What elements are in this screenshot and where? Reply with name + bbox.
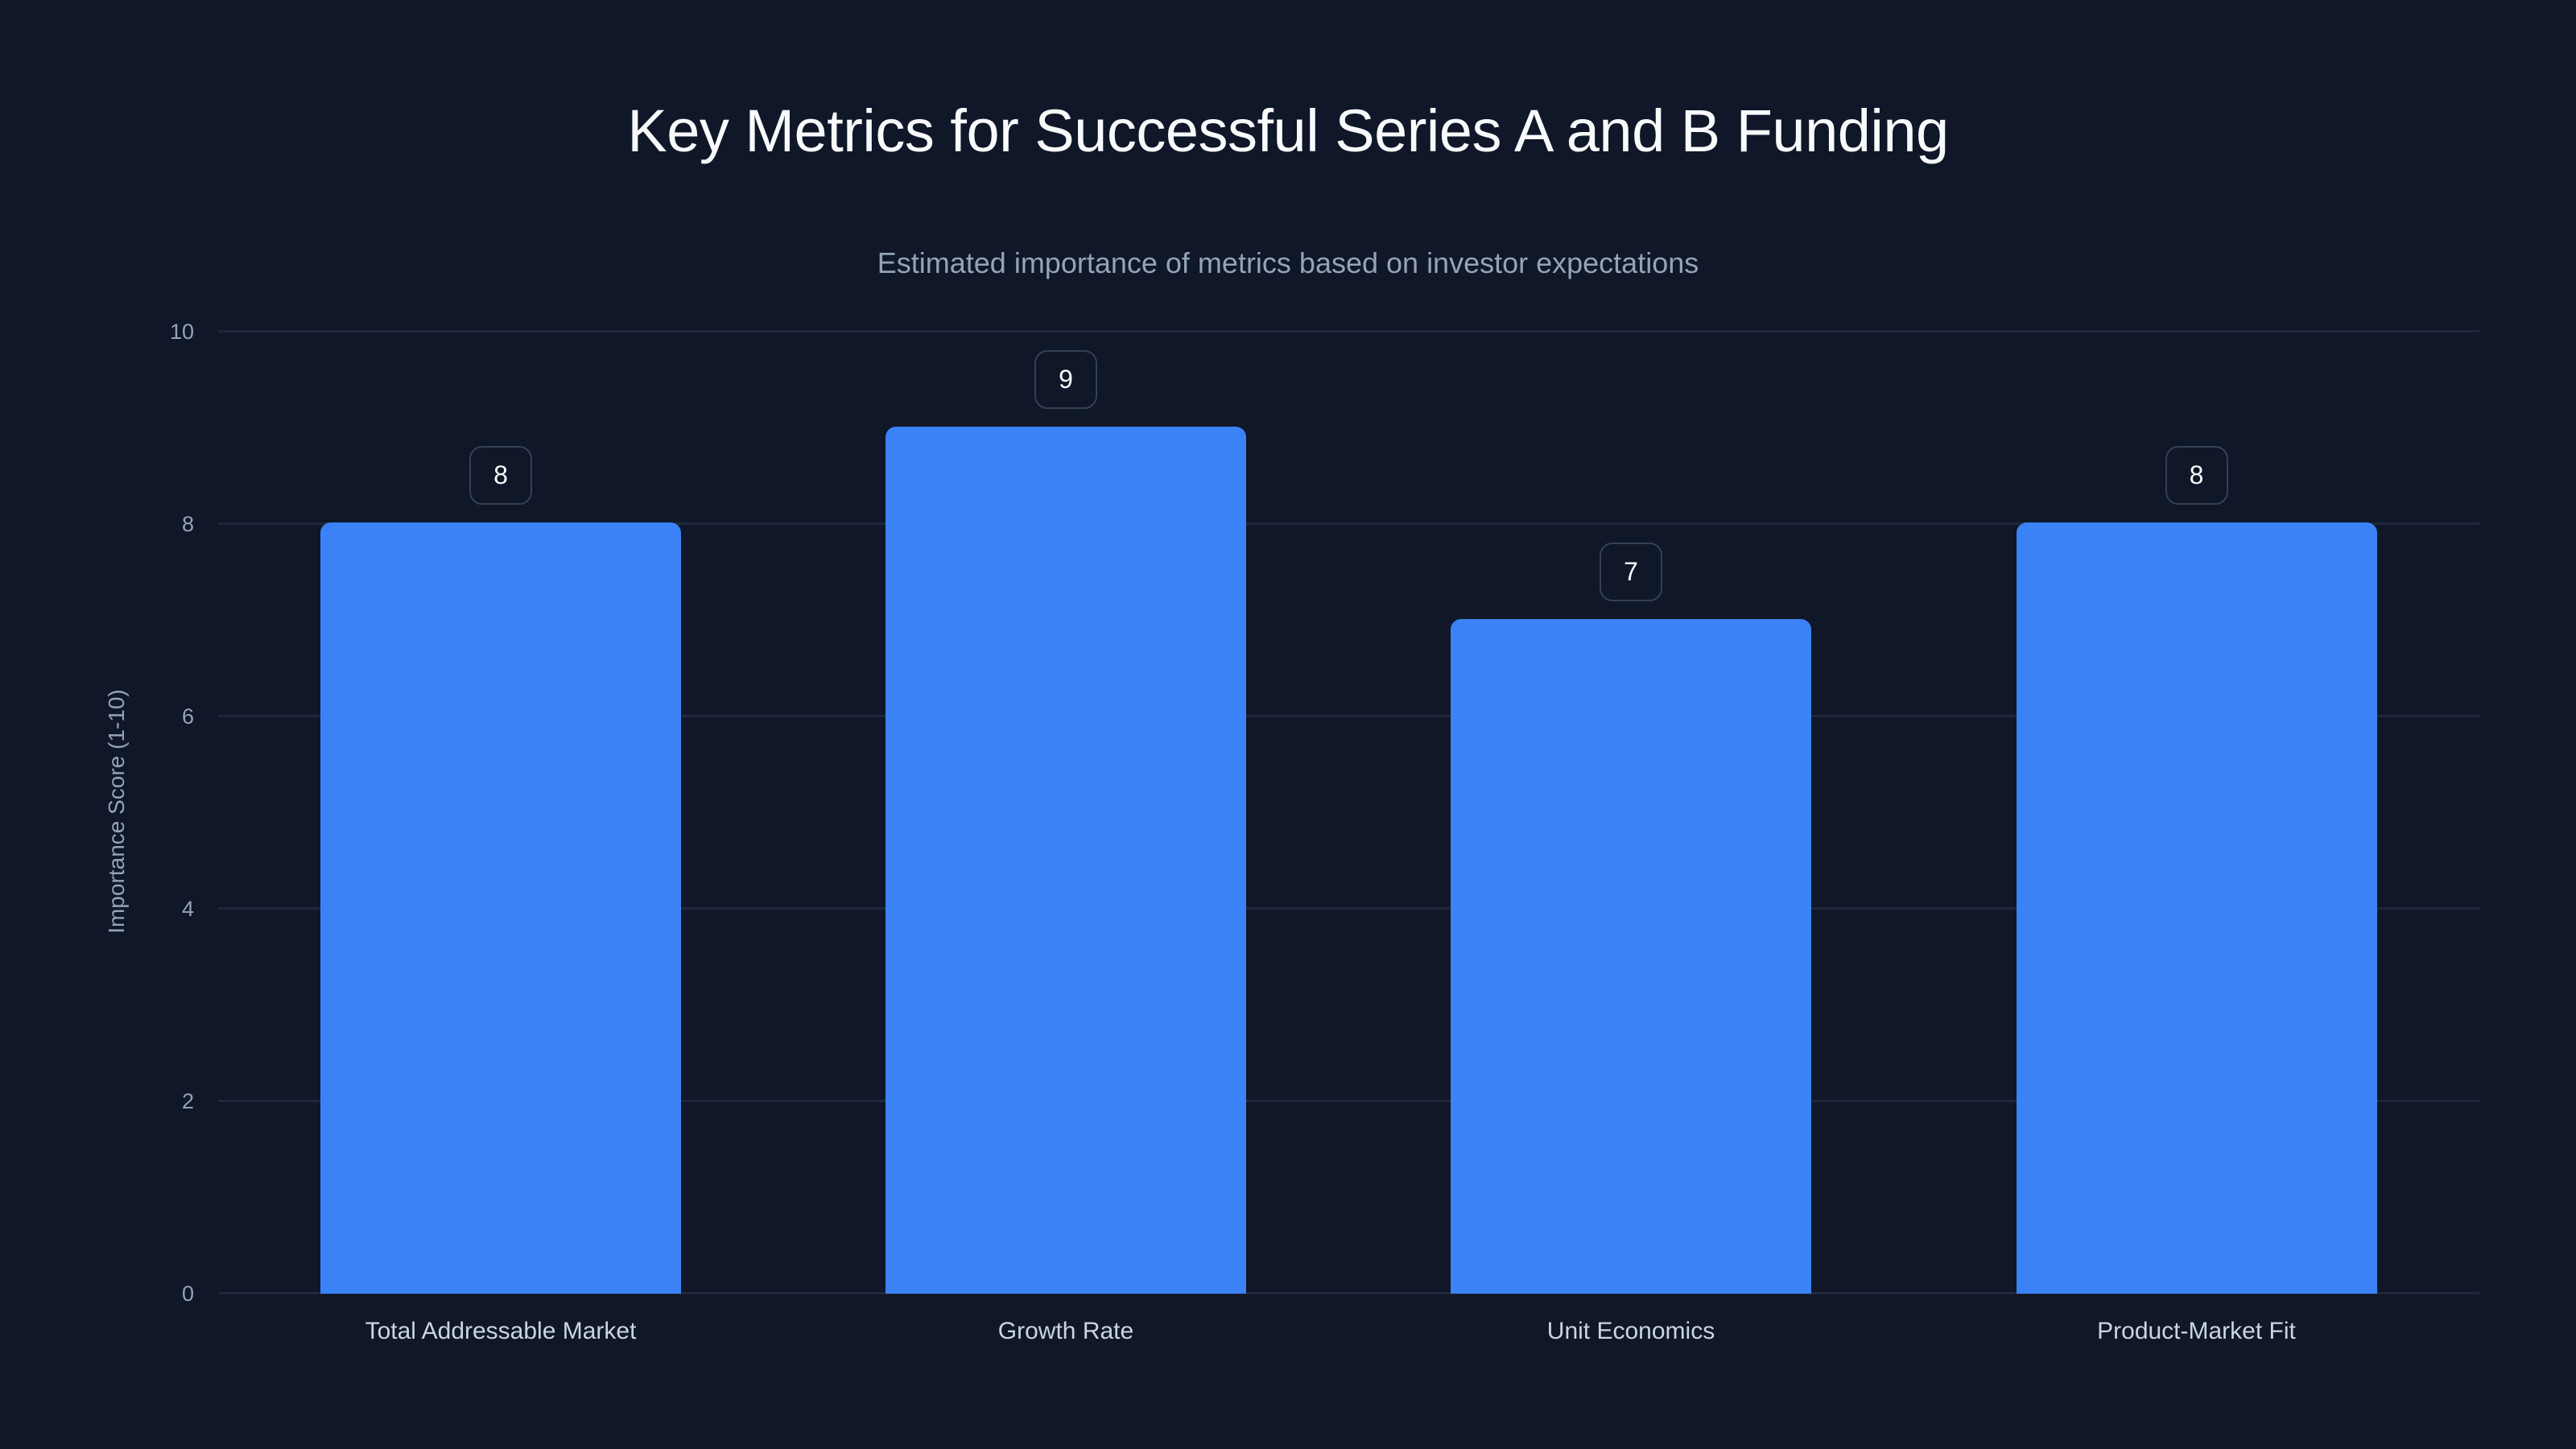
x-tick-label: Product-Market Fit (2097, 1318, 2296, 1344)
gridline-8 (218, 522, 2479, 525)
y-tick-0: 0 (181, 1282, 194, 1306)
bar-unit-economics[interactable] (1451, 619, 1811, 1294)
y-tick-8: 8 (181, 512, 194, 536)
value-label: 8 (2165, 446, 2228, 506)
y-tick-2: 2 (181, 1089, 194, 1113)
gridline-0 (218, 1292, 2479, 1294)
x-tick-label: Unit Economics (1546, 1318, 1715, 1344)
bar-group-total-addressable-market: 8 Total Addressable Market (218, 330, 783, 1344)
value-label: 7 (1600, 543, 1662, 602)
value-label: 9 (1034, 349, 1097, 409)
chart-subtitle: Estimated importance of metrics based on… (877, 246, 1699, 279)
gridline-4 (218, 907, 2479, 910)
y-tick-10: 10 (169, 320, 194, 344)
bar-growth-rate[interactable] (886, 426, 1246, 1294)
gridline-2 (218, 1100, 2479, 1102)
plot-area: 0 2 4 6 8 10 8 Total Addressable Market … (170, 320, 2479, 1344)
value-label: 8 (469, 446, 532, 506)
x-tick-label: Growth Rate (997, 1318, 1134, 1344)
y-tick-4: 4 (181, 897, 194, 921)
gridline-10 (218, 330, 2479, 332)
x-tick-label: Total Addressable Market (365, 1318, 637, 1344)
bar-total-addressable-market[interactable] (320, 522, 681, 1294)
gridline-6 (218, 715, 2479, 717)
bar-group-growth-rate: 9 Growth Rate (783, 330, 1348, 1344)
chart-title: Key Metrics for Successful Series A and … (627, 97, 1949, 164)
bar-product-market-fit[interactable] (2016, 522, 2377, 1294)
y-tick-6: 6 (181, 704, 194, 729)
bar-group-unit-economics: 7 Unit Economics (1348, 330, 1913, 1344)
bar-group-product-market-fit: 8 Product-Market Fit (1913, 330, 2479, 1344)
